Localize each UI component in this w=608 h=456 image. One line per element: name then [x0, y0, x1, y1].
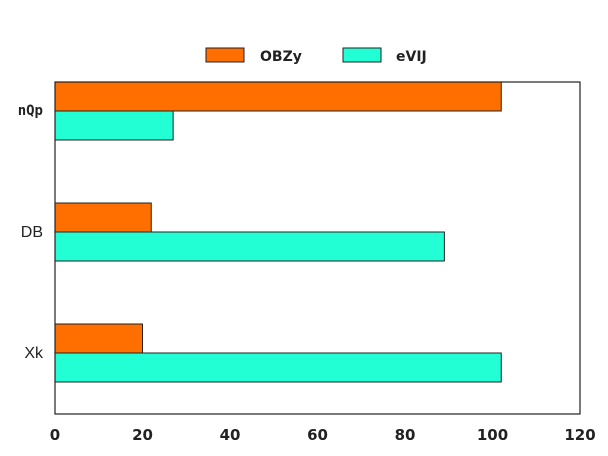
category-labels: nQp DB Xk: [18, 103, 44, 362]
bars-group: [54, 81, 502, 383]
bar-obzy-db: [54, 202, 152, 233]
bar-evij-nqp: [54, 110, 174, 141]
x-tick-label-120: 120: [564, 426, 595, 444]
bar-obzy-nqp: [54, 81, 502, 112]
legend-swatch-obzy: [205, 47, 245, 63]
legend-label-obzy: OBZy: [260, 49, 302, 65]
bar-evij-db: [54, 231, 445, 262]
bar-evij-xk: [54, 352, 502, 383]
x-tick-label-80: 80: [395, 426, 416, 444]
category-label-xk: Xk: [24, 345, 44, 362]
category-label-db: DB: [21, 224, 43, 241]
bar-obzy-xk: [54, 323, 143, 354]
x-axis-ticks: 0 20 40 60 80 100 120: [50, 426, 596, 444]
legend-label-evij: eVIJ: [396, 49, 427, 65]
x-tick-label-60: 60: [307, 426, 328, 444]
x-tick-label-20: 20: [132, 426, 153, 444]
legend-swatch-evij: [342, 47, 382, 63]
x-tick-label-100: 100: [477, 426, 508, 444]
x-tick-label-0: 0: [50, 426, 60, 444]
category-label-nqp: nQp: [18, 103, 43, 119]
x-tick-label-40: 40: [220, 426, 241, 444]
plot-frame: [54, 81, 581, 415]
legend: OBZy eVIJ: [205, 47, 427, 65]
